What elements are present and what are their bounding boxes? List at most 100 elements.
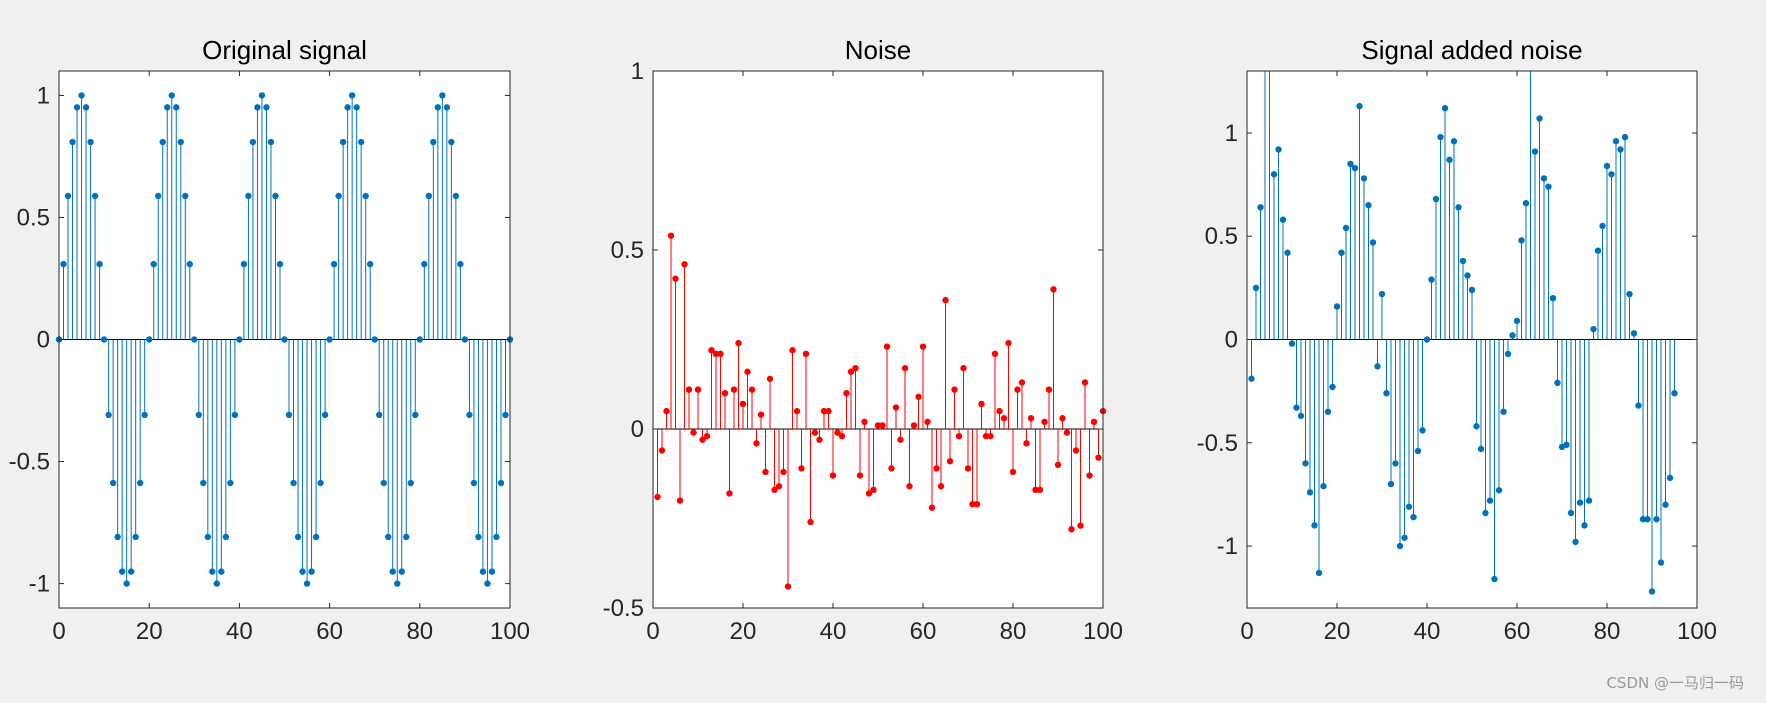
data-point	[430, 138, 437, 146]
data-point	[290, 479, 297, 487]
data-point	[362, 192, 369, 200]
data-point	[493, 533, 500, 541]
data-point	[1549, 294, 1557, 302]
data-point	[717, 350, 724, 358]
data-point	[195, 411, 203, 419]
data-point	[1473, 423, 1480, 430]
data-point	[964, 465, 972, 472]
data-point	[1257, 204, 1264, 211]
data-point	[1333, 303, 1341, 310]
data-point	[802, 350, 810, 358]
data-point	[771, 486, 778, 494]
x-tick-label: 80	[1594, 618, 1621, 645]
data-point	[231, 411, 239, 419]
y-tick-label: 1	[1225, 120, 1238, 147]
data-point	[1347, 160, 1354, 168]
data-point	[1464, 272, 1471, 279]
data-point	[847, 368, 855, 375]
x-tick-label: 0	[1240, 618, 1253, 645]
data-point	[942, 296, 949, 304]
x-tick-label: 20	[136, 618, 163, 645]
data-point	[1450, 138, 1458, 145]
data-point	[1383, 390, 1390, 397]
data-point	[735, 339, 742, 347]
data-point	[1000, 415, 1008, 422]
data-point	[1329, 383, 1336, 391]
data-point	[1594, 247, 1602, 254]
data-point	[267, 138, 275, 146]
data-point	[150, 260, 157, 268]
data-point	[276, 260, 284, 268]
data-point	[888, 465, 895, 472]
data-point	[874, 422, 882, 429]
data-point	[820, 407, 828, 415]
data-point	[996, 407, 1003, 415]
data-point	[434, 104, 442, 111]
data-point	[1059, 415, 1066, 422]
data-point	[321, 411, 329, 419]
data-series	[1251, 71, 1675, 592]
y-tick-label: 0	[37, 327, 50, 354]
data-point	[1482, 509, 1489, 517]
data-point	[1612, 138, 1620, 145]
data-point	[1396, 542, 1404, 550]
y-tick-label: 0.5	[611, 237, 644, 264]
data-point	[1270, 171, 1278, 178]
data-point	[348, 92, 356, 99]
data-point	[775, 483, 783, 490]
data-point	[1351, 164, 1359, 172]
data-point	[1644, 515, 1651, 523]
data-point	[753, 440, 760, 447]
data-point	[1320, 482, 1327, 490]
x-tick-label: 60	[910, 618, 937, 645]
data-point	[218, 568, 225, 575]
data-point	[1572, 538, 1579, 546]
data-point	[109, 479, 117, 487]
data-point	[1297, 412, 1305, 420]
data-point	[1360, 175, 1368, 182]
data-point	[1023, 440, 1030, 447]
data-point	[915, 393, 922, 400]
data-point	[91, 192, 99, 200]
data-point	[946, 458, 954, 465]
data-point	[1365, 202, 1372, 209]
data-point	[807, 518, 814, 526]
y-tick-label: -0.5	[1197, 430, 1238, 457]
data-point	[1027, 415, 1035, 422]
data-point	[96, 260, 103, 268]
data-point	[146, 336, 153, 343]
data-point	[870, 486, 877, 494]
y-tick-label: 0.5	[17, 204, 50, 231]
data-point	[1666, 474, 1674, 482]
data-point	[1077, 522, 1084, 529]
data-point	[1410, 513, 1417, 521]
data-point	[312, 533, 320, 541]
chart-title: Signal added noise	[1361, 35, 1582, 65]
data-point	[1635, 402, 1642, 409]
data-point	[1567, 509, 1575, 517]
data-point	[883, 343, 891, 350]
data-point	[744, 368, 751, 375]
data-point	[1369, 239, 1377, 246]
y-tick-label: 0	[631, 416, 644, 443]
data-point	[690, 429, 697, 436]
data-point	[762, 468, 769, 476]
data-point	[403, 533, 410, 541]
data-point	[213, 580, 221, 587]
data-point	[1288, 340, 1296, 347]
data-point	[249, 138, 257, 146]
data-point	[1419, 427, 1426, 434]
data-point	[1311, 522, 1318, 529]
data-point	[502, 411, 509, 419]
data-point	[667, 232, 675, 239]
x-tick-label: 0	[646, 618, 659, 645]
data-point	[164, 104, 171, 111]
data-point	[1041, 418, 1048, 426]
data-point	[236, 336, 243, 343]
data-point	[793, 407, 801, 415]
x-tick-label: 0	[52, 618, 65, 645]
data-point	[488, 568, 496, 575]
data-point	[385, 533, 392, 541]
data-point	[421, 260, 428, 268]
